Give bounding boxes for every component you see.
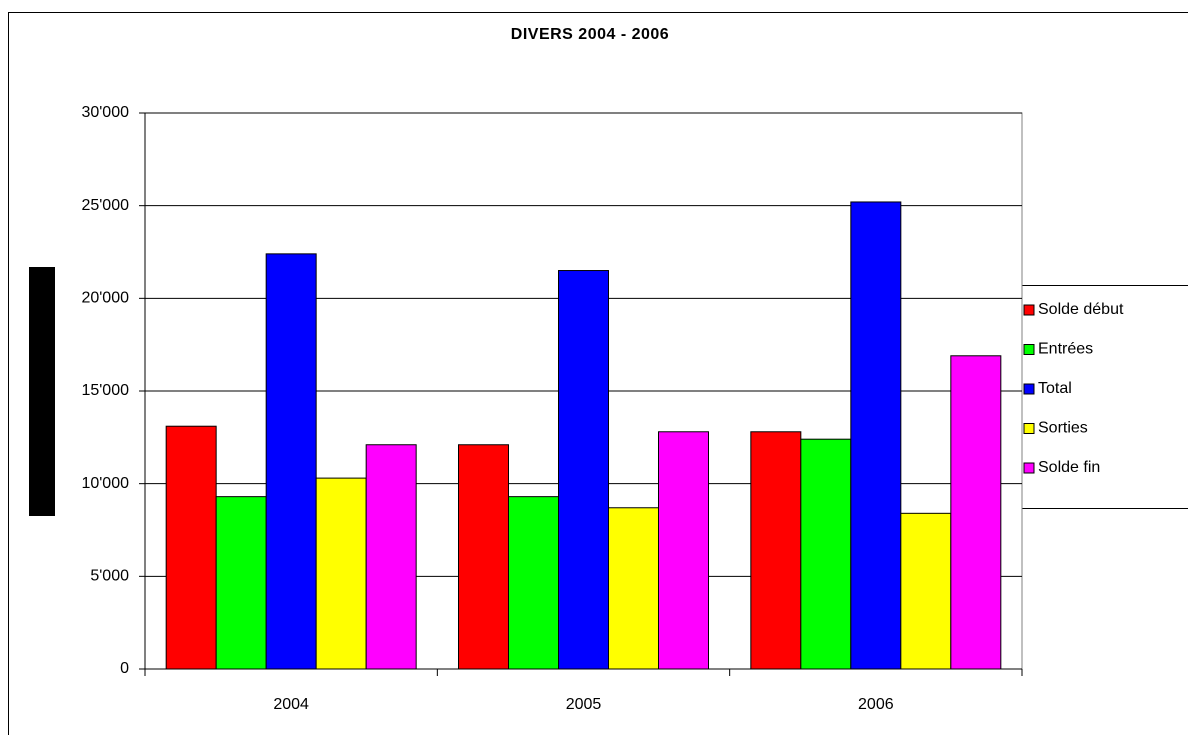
bar [508,496,559,670]
legend-label: Solde fin [1038,459,1100,476]
bar [215,496,267,670]
x-tick-label: 2005 [566,696,602,713]
y-tick-label: 25'000 [81,197,129,214]
legend-swatch [1023,304,1035,316]
bar [850,201,902,670]
x-tick-label: 2006 [858,696,894,713]
x-tick-label: 2004 [273,696,309,713]
legend-label: Solde début [1038,301,1124,318]
y-tick-label: 0 [120,660,129,677]
y-tick-label: 30'000 [81,104,129,121]
bar [800,438,852,670]
bar [315,477,367,670]
bar [558,270,609,670]
y-tick-label: 10'000 [81,475,129,492]
legend-label: Entrées [1038,341,1093,358]
bar [900,512,952,670]
bar [750,431,802,670]
legend-swatch [1023,423,1035,434]
legend-label: Sorties [1038,420,1088,437]
y-tick-label: 5'000 [90,568,129,585]
chart-title: DIVERS 2004 - 2006 [511,26,669,43]
bar [365,444,417,670]
legend-label: Total [1038,380,1072,397]
bar [165,425,217,670]
redacted-axis-title [29,267,55,516]
bar [658,431,709,670]
legend-swatch [1023,344,1035,355]
bar [458,444,509,670]
legend-swatch [1023,383,1035,395]
legend-box [1015,285,1188,509]
y-tick-label: 20'000 [81,290,129,307]
y-tick-label: 15'000 [81,382,129,399]
bar [265,253,317,670]
bar [608,507,659,670]
bar [950,355,1002,670]
legend-swatch [1023,462,1035,474]
